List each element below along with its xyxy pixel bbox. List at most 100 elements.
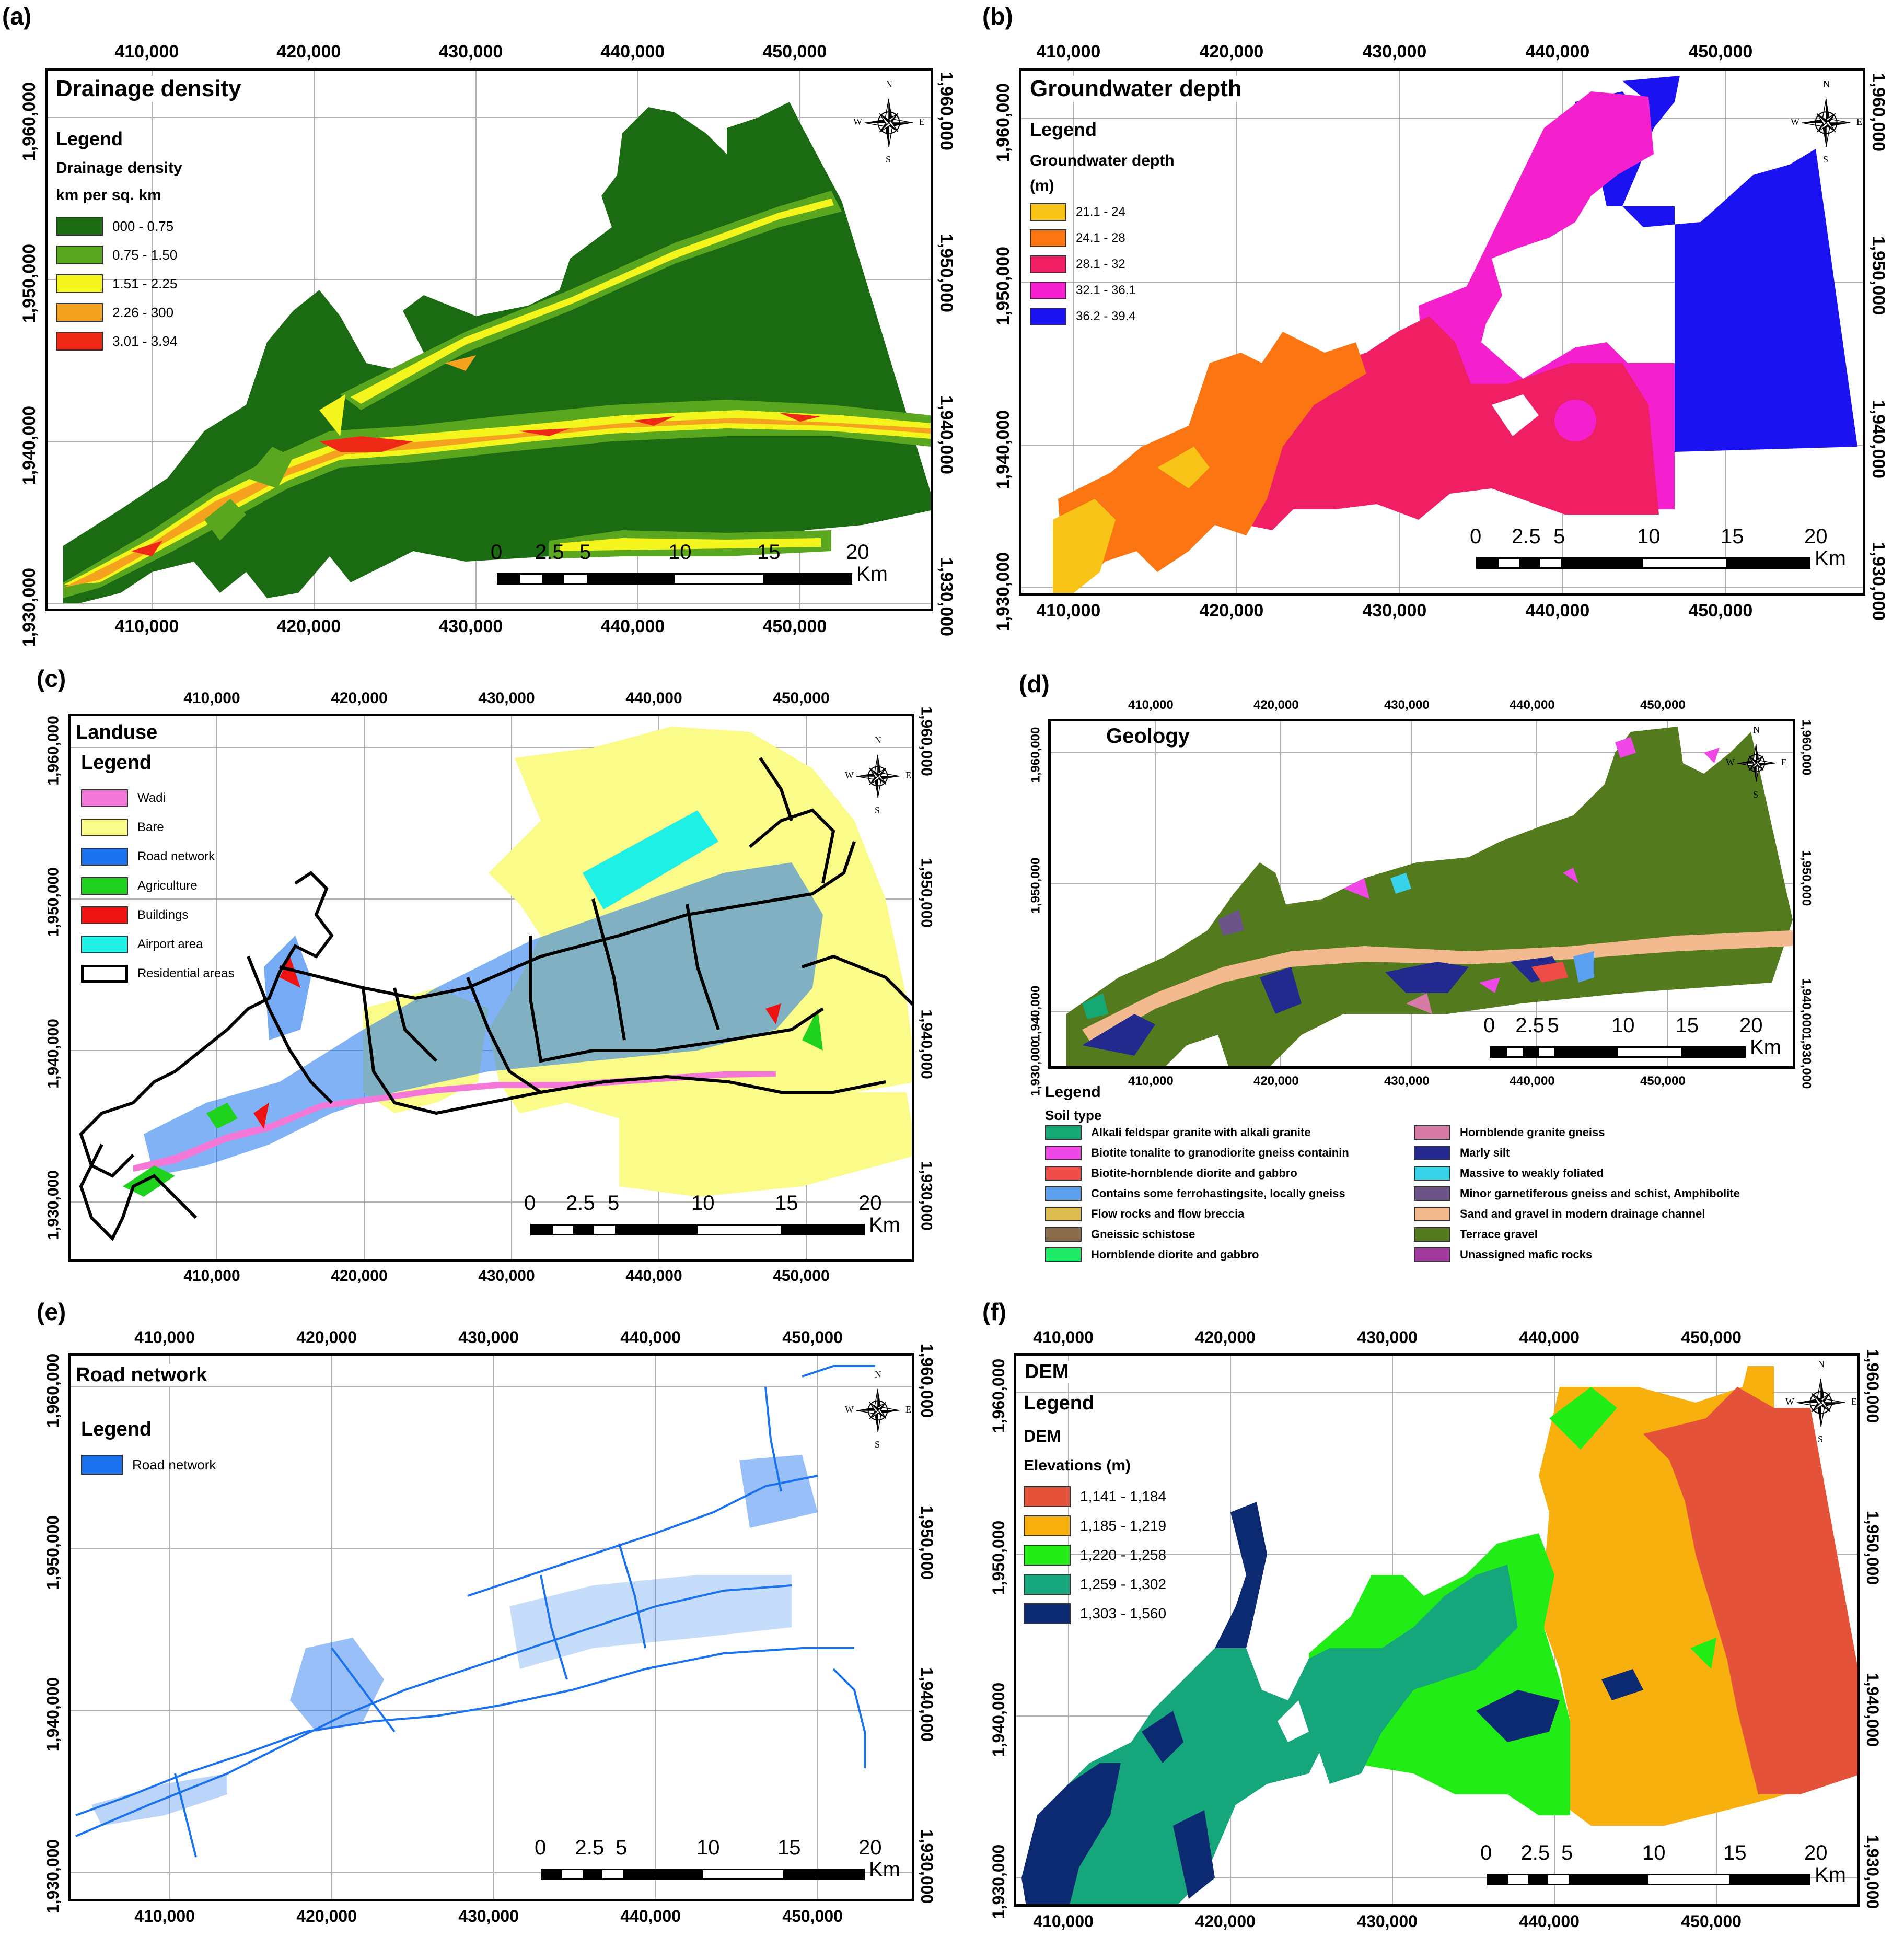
scale-bar-label: 15 — [777, 1836, 801, 1859]
compass-w-label: W — [845, 1404, 854, 1415]
legend-label: Gneissic schistose — [1091, 1228, 1195, 1241]
y-tick-label: 1,960,000 — [936, 71, 957, 151]
legend-label: 1,141 - 1,184 — [1080, 1488, 1167, 1504]
legend-swatch — [1045, 1207, 1082, 1221]
compass-n-label: N — [1753, 725, 1760, 735]
compass-e-label: E — [919, 116, 925, 127]
y-tick-label: 1,940,000 — [918, 1009, 935, 1079]
legend-swatch — [56, 217, 103, 236]
y-tick-label: 1,950,000 — [993, 246, 1014, 326]
compass-s-label: S — [875, 1439, 880, 1450]
legend-swatch — [1024, 1574, 1071, 1595]
x-tick-label: 450,000 — [1640, 1074, 1686, 1088]
y-tick-label: 1,930,000 — [1863, 1834, 1883, 1909]
north-arrow-icon: N S E W — [844, 1369, 912, 1450]
scale-bar-label: 5 — [1547, 1014, 1559, 1037]
x-tick-label: 420,000 — [1195, 1912, 1256, 1931]
x-tick-label: 440,000 — [600, 42, 665, 62]
legend-label: Road network — [132, 1456, 216, 1473]
legend-swatch — [1024, 1515, 1071, 1536]
scale-bar-label: 0 — [1483, 1014, 1495, 1037]
panel-label-d: (d) — [1019, 670, 1050, 697]
map-title: Landuse — [73, 721, 161, 744]
compass-s-label: S — [1818, 1434, 1824, 1444]
legend-label: 1,303 - 1,560 — [1080, 1605, 1167, 1621]
x-tick-label: 450,000 — [773, 1267, 830, 1285]
compass-rose-icon — [856, 754, 900, 798]
legend-heading: Legend — [56, 128, 123, 149]
legend-label: 2.26 - 300 — [112, 304, 174, 320]
legend-swatch — [1414, 1125, 1450, 1140]
panel-label-e: (e) — [37, 1298, 66, 1325]
y-tick-label: 1,950,000 — [43, 1515, 63, 1590]
legend-swatch — [81, 906, 128, 924]
legend-heading: Legend — [1030, 119, 1097, 140]
north-arrow-icon: N S E W — [852, 79, 925, 165]
scale-bar-unit: Km — [869, 1213, 900, 1236]
scale-bar-label: 15 — [1675, 1014, 1699, 1037]
scale-bar-label: 20 — [858, 1192, 882, 1215]
compass-w-label: W — [853, 116, 862, 127]
x-tick-label: 410,000 — [134, 1907, 195, 1925]
compass-s-label: S — [886, 154, 891, 165]
legend-item: Terrace gravel — [1414, 1227, 1538, 1242]
legend-label: Hornblende granite gneiss — [1460, 1126, 1605, 1139]
legend-label: Minor garnetiferous gneiss and schist, A… — [1460, 1187, 1740, 1200]
compass-n-label: N — [1818, 1359, 1825, 1369]
legend-swatch — [1414, 1207, 1450, 1221]
legend-item: 21.1 - 24 — [1030, 203, 1125, 221]
legend-swatch — [1030, 229, 1066, 247]
x-tick-label: 430,000 — [1384, 698, 1430, 712]
compass-rose-icon — [864, 98, 913, 147]
y-tick-label: 1,950,000 — [1028, 857, 1042, 914]
y-tick-label: 1,940,000 — [1028, 985, 1042, 1042]
x-tick-label: 420,000 — [276, 42, 341, 62]
compass-s-label: S — [875, 805, 880, 815]
legend-swatch — [1030, 255, 1066, 273]
y-tick-label: 1,960,000 — [989, 1358, 1008, 1433]
x-tick-label: 420,000 — [296, 1907, 357, 1925]
x-tick-label: 450,000 — [773, 690, 830, 707]
legend-subtitle: Groundwater depth — [1030, 152, 1175, 169]
legend-swatch — [1045, 1146, 1082, 1160]
compass-n-label: N — [886, 79, 892, 89]
x-tick-label: 410,000 — [1033, 1328, 1094, 1347]
north-arrow-icon: N S E W — [1784, 1359, 1857, 1444]
scale-bar-label: 5 — [1553, 525, 1565, 548]
legend-heading: Legend — [81, 1418, 152, 1440]
legend-swatch — [1024, 1603, 1071, 1624]
x-tick-label: 410,000 — [114, 42, 179, 62]
legend-item: Bare — [81, 819, 164, 836]
legend-label: Biotite tonalite to granodiorite gneiss … — [1091, 1146, 1349, 1159]
scale-bar-unit: Km — [1815, 1863, 1846, 1886]
groundwater-depth-map — [1021, 71, 1863, 593]
compass-s-label: S — [1753, 789, 1759, 800]
north-arrow-icon: N S E W — [844, 735, 912, 815]
legend-item: Buildings — [81, 906, 188, 924]
legend-swatch — [1045, 1186, 1082, 1201]
legend-label: Alkali feldspar granite with alkali gran… — [1091, 1126, 1311, 1139]
legend-swatch — [81, 936, 128, 953]
map-frame-drainage-density: Drainage density Legend Drainage density… — [45, 68, 933, 611]
scale-bar-unit: Km — [869, 1858, 900, 1881]
x-tick-label: 430,000 — [1362, 601, 1427, 621]
scale-bar-label: 2.5 — [566, 1192, 595, 1215]
legend-label: 21.1 - 24 — [1076, 205, 1125, 219]
x-tick-label: 430,000 — [1357, 1328, 1418, 1347]
x-tick-label: 440,000 — [1509, 1074, 1555, 1088]
x-tick-label: 440,000 — [620, 1907, 681, 1925]
legend-item: Alkali feldspar granite with alkali gran… — [1045, 1125, 1311, 1140]
x-tick-label: 440,000 — [1519, 1328, 1580, 1347]
x-tick-label: 410,000 — [1033, 1912, 1094, 1931]
legend-item: Agriculture — [81, 877, 198, 895]
scale-bar-label: 5 — [608, 1192, 620, 1215]
dem-map — [1016, 1356, 1857, 1904]
y-tick-label: 1,960,000 — [44, 716, 62, 786]
x-tick-label: 450,000 — [1640, 698, 1686, 712]
scale-bar-label: 10 — [668, 541, 692, 564]
landuse-map — [71, 716, 912, 1259]
x-tick-label: 430,000 — [1384, 1074, 1430, 1088]
legend-swatch — [1414, 1247, 1450, 1262]
x-tick-label: 410,000 — [183, 690, 240, 707]
y-tick-label: 1,940,000 — [43, 1677, 63, 1752]
